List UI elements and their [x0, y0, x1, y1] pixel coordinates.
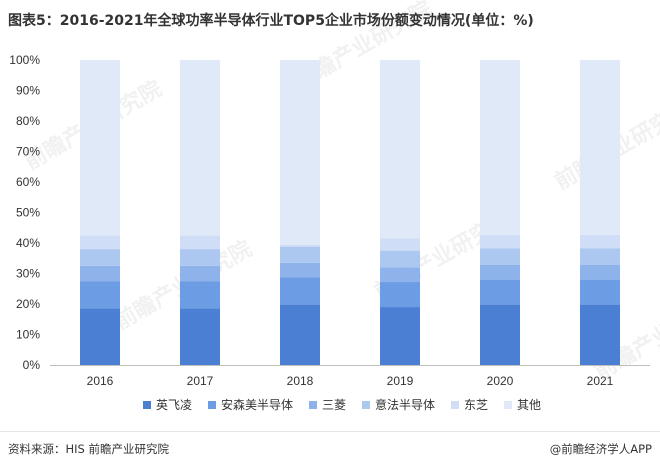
y-tick-label: 10%: [16, 328, 40, 342]
x-tick-label: 2020: [487, 374, 514, 388]
bar-segment: [380, 282, 420, 308]
legend-swatch: [309, 401, 317, 409]
bar-segment: [380, 60, 420, 239]
bar-segment: [80, 249, 120, 266]
bar-segment: [480, 234, 520, 249]
y-tick-label: 60%: [16, 175, 40, 189]
y-tick-label: 40%: [16, 236, 40, 250]
bar-segment: [580, 248, 620, 265]
bar-segment: [180, 235, 220, 250]
bar-segment: [480, 279, 520, 305]
y-tick-label: 90%: [16, 84, 40, 98]
bar-segment: [380, 307, 420, 365]
bar-segment: [580, 264, 620, 280]
bar-segment: [280, 244, 320, 247]
x-tick-label: 2018: [287, 374, 314, 388]
bar-segment: [380, 267, 420, 283]
bar-segment: [580, 279, 620, 305]
legend-label: 三菱: [322, 398, 346, 412]
bar-segment: [480, 248, 520, 265]
y-tick-label: 0%: [23, 358, 41, 372]
bar-segment: [80, 235, 120, 250]
bar-segment: [180, 60, 220, 236]
legend-label: 英飞凌: [156, 398, 192, 412]
bar-segment: [180, 281, 220, 309]
footer-divider: [0, 431, 660, 432]
y-tick-label: 80%: [16, 114, 40, 128]
y-tick-label: 70%: [16, 145, 40, 159]
chart-title: 图表5：2016-2021年全球功率半导体行业TOP5企业市场份额变动情况(单位…: [8, 13, 534, 29]
legend-swatch: [451, 401, 459, 409]
bar-segment: [80, 265, 120, 282]
bar-segment: [180, 308, 220, 365]
legend-swatch: [362, 401, 370, 409]
y-tick-label: 30%: [16, 267, 40, 281]
bar-segment: [80, 281, 120, 309]
bar-segment: [380, 238, 420, 251]
source-note: 资料来源：HIS 前瞻产业研究院: [8, 442, 169, 456]
x-tick-label: 2016: [87, 374, 114, 388]
bar-segment: [180, 265, 220, 282]
bar-segment: [180, 249, 220, 266]
bar-segment: [280, 60, 320, 245]
x-tick-label: 2019: [387, 374, 414, 388]
bar-segment: [480, 304, 520, 365]
bar-segment: [280, 262, 320, 278]
bar-segment: [580, 60, 620, 235]
x-tick-label: 2021: [587, 374, 614, 388]
y-tick-label: 20%: [16, 297, 40, 311]
x-tick-label: 2017: [187, 374, 214, 388]
legend-swatch: [208, 401, 216, 409]
legend-label: 东芝: [464, 397, 488, 412]
bar-segment: [280, 246, 320, 263]
legend-label: 其他: [517, 398, 541, 412]
legend-label: 意法半导体: [375, 397, 435, 412]
bar-segment: [80, 60, 120, 236]
bar-segment: [480, 264, 520, 280]
brand-label: @前瞻经济学人APP: [549, 442, 652, 456]
bar-segment: [580, 234, 620, 249]
y-tick-label: 100%: [9, 53, 40, 67]
bar-segment: [480, 60, 520, 235]
legend-swatch: [504, 401, 512, 409]
bar-segment: [280, 304, 320, 365]
bar-segment: [280, 277, 320, 305]
bar-segment: [380, 250, 420, 268]
legend-label: 安森美半导体: [221, 397, 293, 412]
y-tick-label: 50%: [16, 206, 40, 220]
bar-segment: [580, 304, 620, 365]
legend-swatch: [143, 401, 151, 409]
bar-segment: [80, 308, 120, 365]
